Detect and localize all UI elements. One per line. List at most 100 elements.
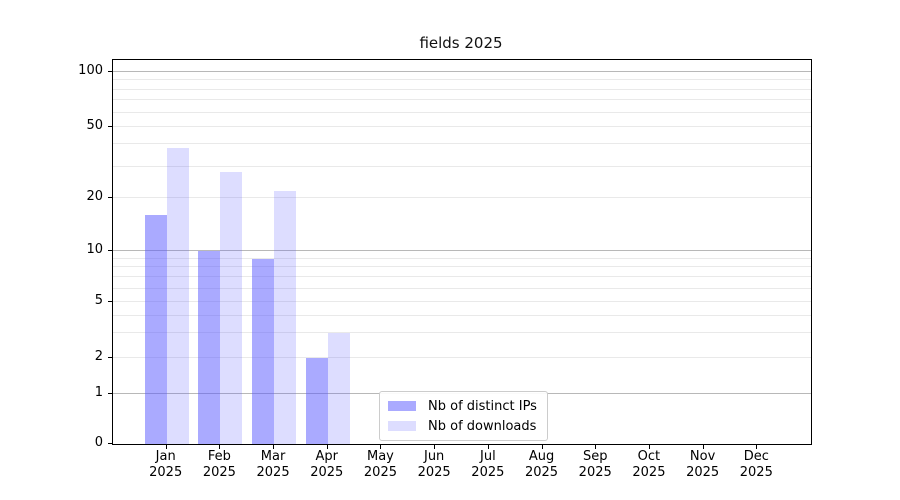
bar-downloads	[166, 148, 189, 444]
minor-gridline	[113, 332, 811, 334]
minor-gridline	[113, 266, 811, 268]
x-axis-tick	[326, 445, 328, 449]
y-axis-tick	[108, 250, 112, 251]
y-axis-tick-label: 5	[94, 293, 103, 308]
bar-downloads	[327, 333, 350, 444]
y-axis-tick	[108, 393, 112, 394]
year-label: 2025	[739, 465, 773, 480]
legend-swatch-distinct-ips	[388, 401, 416, 411]
x-axis-tick	[165, 445, 167, 449]
year-label: 2025	[202, 465, 236, 480]
year-label: 2025	[363, 465, 397, 480]
bar-distinct-ips	[305, 358, 328, 444]
year-label: 2025	[417, 465, 451, 480]
x-axis-tick	[541, 445, 543, 449]
plot-area	[112, 59, 812, 445]
y-axis-tick	[108, 197, 112, 198]
legend: Nb of distinct IPs Nb of downloads	[379, 391, 548, 441]
month-label: Oct	[637, 449, 661, 464]
legend-label-distinct-ips: Nb of distinct IPs	[428, 398, 537, 414]
y-axis-tick-label: 0	[94, 435, 103, 450]
y-axis-tick	[108, 301, 112, 302]
year-label: 2025	[256, 465, 290, 480]
x-axis-tick-label: Apr 2025	[295, 449, 359, 481]
year-label: 2025	[632, 465, 666, 480]
x-axis-tick-label: Jan 2025	[134, 449, 198, 481]
year-label: 2025	[310, 465, 344, 480]
minor-gridline	[113, 257, 811, 259]
y-axis-tick-label: 100	[78, 63, 103, 78]
x-axis-tick-label: Feb 2025	[187, 449, 251, 481]
legend-swatch-downloads	[388, 421, 416, 431]
x-axis-tick	[648, 445, 650, 449]
x-axis-tick	[219, 445, 221, 449]
year-label: 2025	[524, 465, 559, 480]
x-axis-tick	[487, 445, 489, 449]
year-label: 2025	[149, 465, 183, 480]
x-axis-tick-label: Sep 2025	[563, 449, 627, 481]
x-axis-tick	[702, 445, 704, 449]
y-axis-tick-label: 10	[86, 242, 103, 257]
x-axis-tick-label: Nov 2025	[671, 449, 735, 481]
bar-distinct-ips	[252, 258, 275, 444]
year-label: 2025	[686, 465, 720, 480]
major-gridline	[113, 250, 811, 251]
minor-gridline	[113, 111, 811, 113]
bar-distinct-ips	[144, 215, 167, 444]
x-axis-tick-label: Dec 2025	[724, 449, 788, 481]
minor-gridline	[113, 301, 811, 302]
minor-gridline	[113, 357, 811, 358]
month-label: Dec	[743, 449, 769, 464]
x-axis-tick-label: Oct 2025	[617, 449, 681, 481]
x-axis-tick	[273, 445, 275, 449]
y-axis-tick	[108, 71, 112, 72]
y-axis-tick-label: 50	[86, 118, 103, 133]
month-label: Jun	[423, 449, 445, 464]
minor-gridline	[113, 99, 811, 101]
x-axis-tick-label: Jun 2025	[402, 449, 466, 481]
minor-gridline	[113, 276, 811, 278]
year-label: 2025	[471, 465, 505, 480]
y-axis-tick-label: 1	[94, 385, 103, 400]
x-axis-tick	[380, 445, 382, 449]
chart-title: fields 2025	[419, 34, 503, 52]
month-label: Aug	[528, 449, 555, 464]
legend-item-downloads: Nb of downloads	[388, 417, 537, 435]
y-axis-tick-label: 20	[86, 189, 103, 204]
minor-gridline	[113, 314, 811, 316]
x-axis-tick	[756, 445, 758, 449]
minor-gridline	[113, 143, 811, 145]
month-label: May	[367, 449, 394, 464]
y-axis-tick	[108, 357, 112, 358]
y-axis-tick	[108, 443, 112, 444]
minor-gridline	[113, 126, 811, 127]
minor-gridline	[113, 165, 811, 167]
month-label: Nov	[689, 449, 716, 464]
x-axis-tick-label: Mar 2025	[241, 449, 305, 481]
minor-gridline	[113, 79, 811, 81]
bar-downloads	[274, 190, 297, 444]
y-axis-tick-label: 2	[94, 349, 103, 364]
x-axis-tick-label: Aug 2025	[510, 449, 574, 481]
month-label: Jan	[155, 449, 176, 464]
legend-label-downloads: Nb of downloads	[428, 418, 537, 434]
year-label: 2025	[578, 465, 612, 480]
major-gridline	[113, 71, 811, 72]
month-label: Sep	[582, 449, 608, 464]
minor-gridline	[113, 197, 811, 198]
minor-gridline	[113, 287, 811, 289]
x-axis-tick-label: Jul 2025	[456, 449, 520, 481]
minor-gridline	[113, 88, 811, 90]
month-label: Mar	[260, 449, 286, 464]
bar-distinct-ips	[198, 251, 221, 444]
x-axis-tick-label: May 2025	[348, 449, 412, 481]
month-label: Feb	[207, 449, 231, 464]
x-axis-tick	[434, 445, 436, 449]
legend-item-distinct-ips: Nb of distinct IPs	[388, 397, 537, 415]
y-axis-tick	[108, 126, 112, 127]
month-label: Jul	[480, 449, 496, 464]
x-axis-tick	[595, 445, 597, 449]
bar-downloads	[220, 171, 243, 444]
month-label: Apr	[315, 449, 339, 464]
